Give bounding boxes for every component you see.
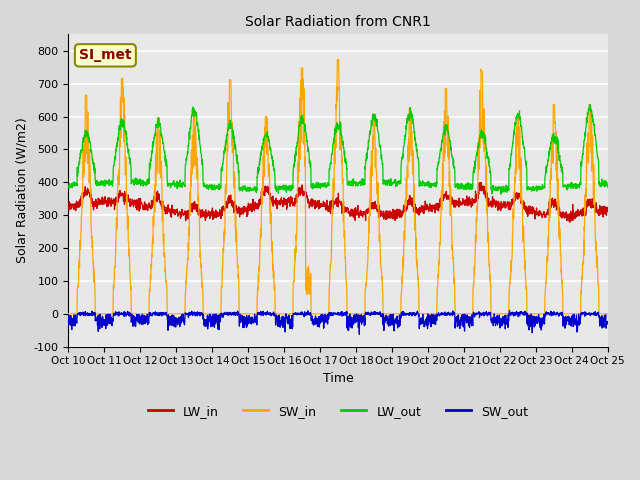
LW_out [604, 184, 612, 190]
LW_in [572, 213, 579, 218]
SW_in [333, 57, 341, 62]
Line: SW_out: SW_out [68, 311, 608, 335]
LW_in [556, 213, 564, 218]
X-axis label: Time: Time [323, 372, 353, 385]
LW_in [365, 207, 373, 213]
SW_out [495, 317, 502, 323]
SW_out [215, 322, 223, 327]
SW_in [556, 238, 564, 243]
LW_out [365, 138, 373, 144]
Line: SW_in: SW_in [68, 60, 608, 314]
SW_out [604, 319, 612, 325]
SW_in [65, 311, 72, 317]
Text: SI_met: SI_met [79, 48, 132, 62]
SW_out [353, 317, 361, 323]
SW_in [495, 311, 502, 317]
LW_out [586, 102, 594, 108]
SW_in [604, 311, 612, 317]
LW_in [215, 214, 223, 219]
LW_in [353, 208, 361, 214]
LW_out [215, 186, 223, 192]
Line: LW_out: LW_out [68, 105, 608, 194]
LW_out [572, 181, 579, 187]
Title: Solar Radiation from CNR1: Solar Radiation from CNR1 [245, 15, 431, 29]
LW_in [566, 219, 574, 225]
SW_in [215, 311, 223, 317]
SW_out [572, 319, 579, 325]
SW_in [365, 230, 373, 236]
SW_out [365, 311, 373, 316]
Line: LW_in: LW_in [68, 182, 608, 222]
Legend: LW_in, SW_in, LW_out, SW_out: LW_in, SW_in, LW_out, SW_out [143, 400, 533, 423]
SW_out [355, 332, 363, 337]
LW_in [65, 207, 72, 213]
SW_in [354, 311, 362, 317]
LW_out [556, 157, 564, 163]
SW_out [557, 311, 564, 317]
LW_out [497, 192, 505, 197]
LW_out [353, 180, 361, 186]
SW_in [572, 311, 579, 317]
LW_in [495, 203, 502, 209]
LW_out [495, 187, 502, 192]
LW_out [65, 183, 72, 189]
LW_in [604, 204, 612, 210]
LW_in [477, 180, 485, 185]
SW_out [506, 308, 513, 313]
Y-axis label: Solar Radiation (W/m2): Solar Radiation (W/m2) [15, 118, 28, 264]
SW_out [65, 321, 72, 327]
